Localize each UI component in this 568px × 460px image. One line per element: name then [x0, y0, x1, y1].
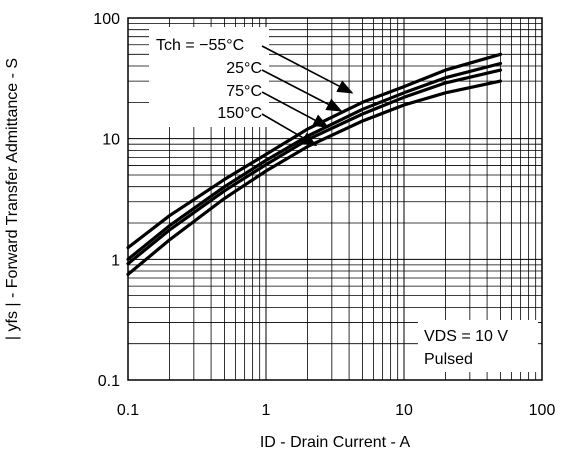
y-tick-label: 1	[111, 252, 120, 269]
annotation-line1: VDS = 10 V	[424, 328, 508, 345]
legend-label-m55-value: −55°C	[199, 37, 244, 54]
x-tick-labels: 0.1 1 10 100	[117, 402, 556, 419]
y-tick-label: 10	[102, 132, 120, 149]
legend-arrow-0	[261, 45, 354, 94]
annotation-box	[418, 320, 538, 372]
x-tick-label: 10	[395, 402, 413, 419]
plot-frame	[127, 17, 543, 381]
legend-label-m55-prefix: Tch =	[156, 37, 199, 54]
y-tick-labels: 0.1 1 10 100	[93, 11, 120, 390]
series-line-0	[126, 52, 503, 250]
y-tick-label: 0.1	[98, 373, 120, 390]
annotation-line2: Pulsed	[424, 351, 473, 368]
legend-arrow-2	[261, 91, 330, 128]
x-tick-label: 100	[529, 402, 556, 419]
legend-label-25: 25°C	[226, 60, 262, 77]
legend-label-75: 75°C	[226, 83, 262, 100]
legend-label-150: 150°C	[217, 105, 262, 122]
legend-box	[149, 27, 269, 127]
legend-arrows	[261, 45, 354, 147]
legend-label-m55: Tch = −55°C	[156, 37, 244, 54]
legend-arrow-3	[261, 113, 318, 147]
series-line-3	[126, 79, 503, 276]
x-tick-label: 1	[262, 402, 271, 419]
x-tick-label: 0.1	[117, 402, 139, 419]
x-axis-label: ID - Drain Current - A	[260, 434, 411, 451]
legend-arrow-1	[261, 69, 343, 112]
y-tick-label: 100	[93, 11, 120, 28]
y-axis-label: | yfs | - Forward Transfer Admittance - …	[4, 58, 21, 340]
